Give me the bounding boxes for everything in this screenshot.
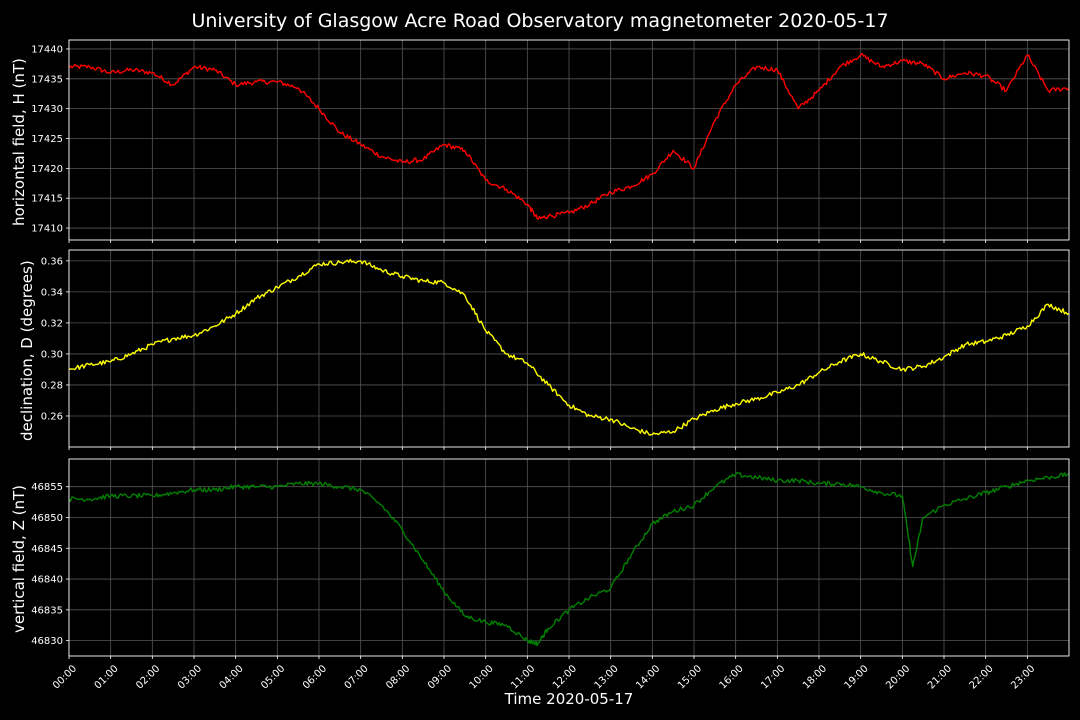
x-tick-label: 13:00 (593, 663, 621, 691)
y-tick-label: 46855 (31, 482, 63, 493)
y-tick-label: 0.32 (41, 318, 63, 329)
x-tick-label: 04:00 (218, 663, 246, 691)
y-tick-label: 0.26 (41, 411, 63, 422)
x-tick-label: 03:00 (176, 663, 204, 691)
axes-frame (68, 249, 1070, 448)
x-tick-label: 05:00 (259, 663, 287, 691)
x-axis-ticks: 00:00 01:00 02:00 03:00 04:00 05:00 06:00 07:00… (51, 663, 1037, 691)
x-tick-label: 20:00 (884, 663, 912, 691)
y-tick-label: 46845 (31, 544, 63, 555)
axes-frame (68, 458, 1070, 657)
panel-vertical-field: 46830 46835 46840 46845 46850 46855 (31, 458, 1070, 659)
series-line (68, 471, 1070, 647)
x-tick-label: 16:00 (718, 663, 746, 691)
y-tick-label: 17440 (31, 44, 63, 55)
x-tick-label: 00:00 (51, 663, 79, 691)
x-tick-label: 09:00 (426, 663, 454, 691)
axes-frame (68, 39, 1070, 241)
x-tick-label: 08:00 (384, 663, 412, 691)
figure-title: University of Glasgow Acre Road Observat… (191, 10, 889, 32)
y-axis-label-h: horizontal field, H (nT) (10, 58, 28, 226)
x-tick-label: 07:00 (343, 663, 371, 691)
y-tick-label: 17425 (31, 134, 63, 145)
y-tick-label: 17410 (31, 224, 63, 235)
panel-declination: 0.26 0.28 0.30 0.32 0.34 0.36 (41, 249, 1070, 450)
y-tick-label: 46850 (31, 513, 63, 524)
y-tick-label: 0.36 (41, 256, 63, 267)
x-tick-label: 19:00 (843, 663, 871, 691)
x-tick-label: 11:00 (509, 663, 537, 691)
series-line (68, 258, 1070, 436)
x-tick-label: 12:00 (551, 663, 579, 691)
y-tick-label: 46830 (31, 636, 63, 647)
x-tick-label: 18:00 (801, 663, 829, 691)
y-tick-label: 17420 (31, 164, 63, 175)
y-tick-label: 17415 (31, 194, 63, 205)
x-tick-label: 06:00 (301, 663, 329, 691)
x-tick-label: 15:00 (676, 663, 704, 691)
x-tick-label: 10:00 (468, 663, 496, 691)
x-tick-label: 14:00 (634, 663, 662, 691)
x-tick-label: 01:00 (93, 663, 121, 691)
y-tick-label: 46835 (31, 605, 63, 616)
y-tick-label: 0.30 (41, 349, 63, 360)
x-tick-label: 17:00 (759, 663, 787, 691)
y-axis-label-z: vertical field, Z (nT) (10, 484, 28, 633)
y-tick-label: 46840 (31, 575, 63, 586)
x-tick-label: 22:00 (968, 663, 996, 691)
x-tick-label: 23:00 (1009, 663, 1037, 691)
x-tick-label: 21:00 (926, 663, 954, 691)
y-tick-label: 17430 (31, 104, 63, 115)
y-tick-label: 17435 (31, 74, 63, 85)
series-line (68, 52, 1070, 220)
x-axis-label: Time 2020-05-17 (504, 690, 634, 708)
panel-horizontal-field: 17410 17415 17420 17425 17430 17435 17440 (31, 39, 1070, 243)
y-tick-label: 0.34 (41, 287, 63, 298)
y-axis-label-d: declination, D (degrees) (18, 260, 36, 441)
x-tick-label: 02:00 (134, 663, 162, 691)
y-tick-label: 0.28 (41, 380, 63, 391)
